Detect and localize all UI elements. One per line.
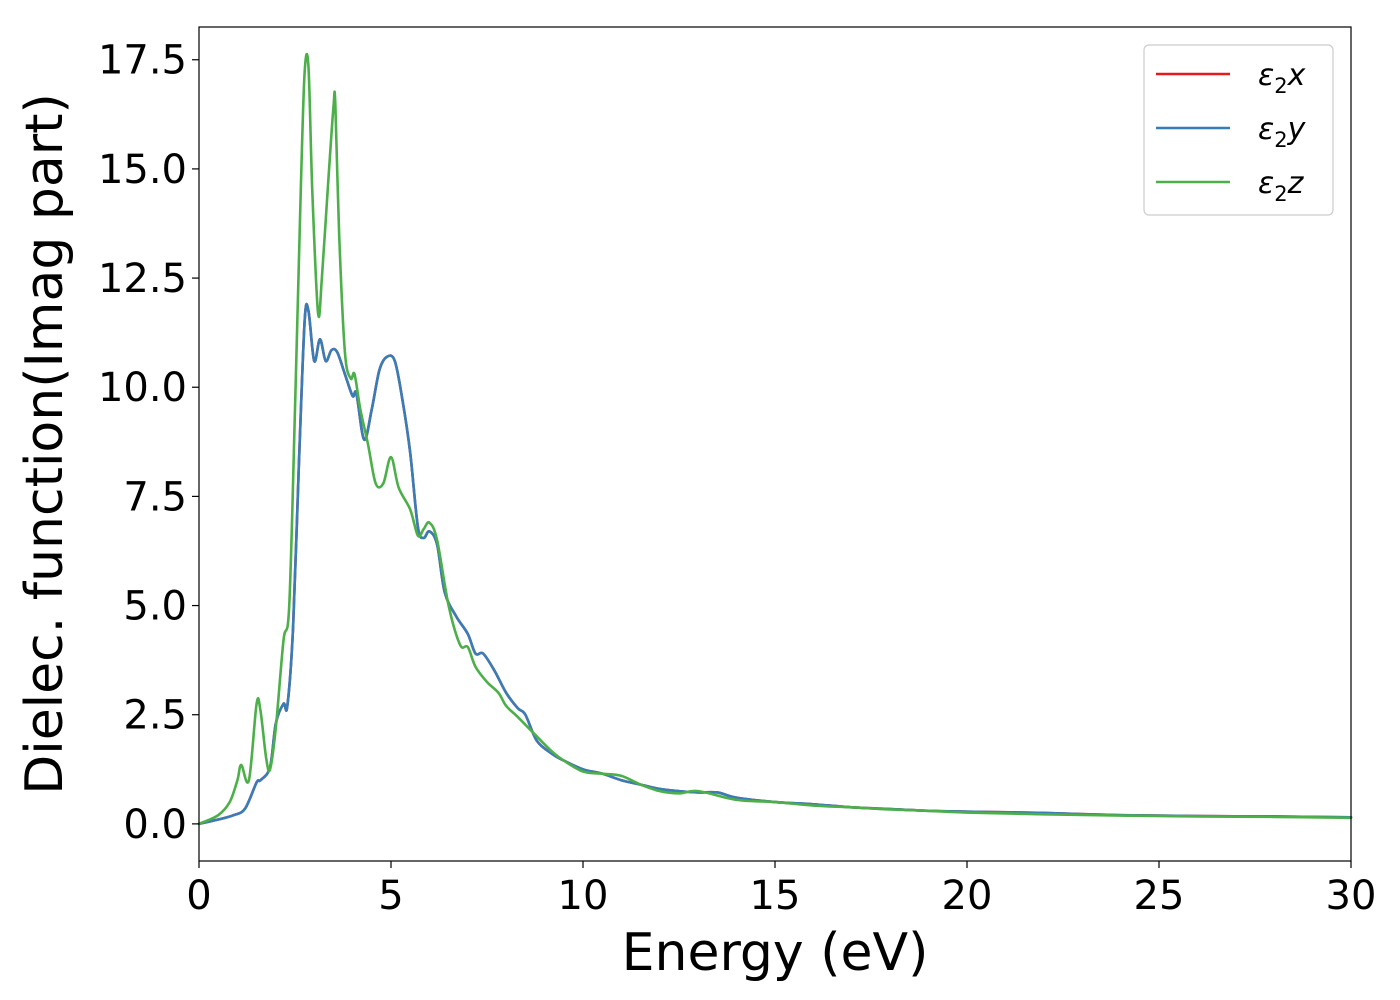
y-axis-label: Dielec. function(Imag part) <box>15 93 75 795</box>
series-line-z <box>197 52 1353 826</box>
legend-symbol: ε <box>1258 112 1274 147</box>
legend-symbol: ε <box>1258 58 1274 93</box>
y-tick-label: 12.5 <box>98 256 187 302</box>
y-axis: 0.0 2.5 5.0 7.5 10.0 12.5 15.0 17.5 <box>98 38 199 848</box>
y-tick-label: 10.0 <box>98 365 187 411</box>
x-tick-label: 20 <box>942 873 993 919</box>
x-tick-label: 30 <box>1326 873 1377 919</box>
legend-component: y <box>1287 112 1307 147</box>
y-tick-label: 0.0 <box>123 802 187 848</box>
x-tick-label: 5 <box>378 873 403 919</box>
x-tick-label: 0 <box>186 873 211 919</box>
x-tick-label: 25 <box>1134 873 1185 919</box>
x-tick-label: 10 <box>558 873 609 919</box>
legend-box <box>1143 44 1334 216</box>
legend-symbol: ε <box>1258 166 1274 201</box>
x-tick-label: 15 <box>750 873 801 919</box>
legend-entry-label: ε2x <box>1258 58 1306 98</box>
y-tick-label: 2.5 <box>123 693 187 739</box>
legend-subscript: 2 <box>1274 74 1287 98</box>
legend-subscript: 2 <box>1274 128 1287 152</box>
legend-entry-label: ε2y <box>1258 112 1307 152</box>
legend-component: z <box>1287 166 1305 201</box>
legend-entry-label: ε2z <box>1258 166 1305 206</box>
x-axis-label: Energy (eV) <box>622 923 929 983</box>
y-tick-label: 17.5 <box>98 38 187 84</box>
y-tick-label: 7.5 <box>123 474 187 520</box>
series-layer <box>197 52 1353 826</box>
legend-component: x <box>1287 58 1306 93</box>
x-axis: 0 5 10 15 20 25 30 <box>186 861 1376 919</box>
legend-subscript: 2 <box>1274 182 1287 206</box>
y-tick-label: 15.0 <box>98 147 187 193</box>
y-tick-label: 5.0 <box>123 584 187 630</box>
